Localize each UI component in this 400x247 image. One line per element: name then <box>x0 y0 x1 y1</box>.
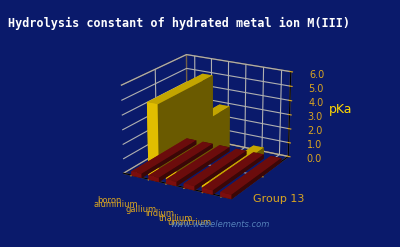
Text: www.webelements.com: www.webelements.com <box>170 220 270 229</box>
Text: Hydrolysis constant of hydrated metal ion M(III): Hydrolysis constant of hydrated metal io… <box>8 17 350 30</box>
